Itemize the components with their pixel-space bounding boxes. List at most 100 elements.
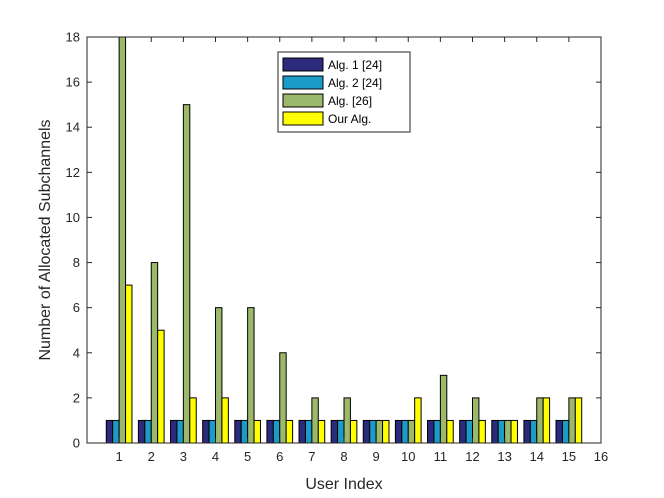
legend-label: Alg. 2 [24] bbox=[328, 76, 382, 90]
bar-3-user-3 bbox=[182, 104, 191, 444]
bar-3-user-5 bbox=[247, 307, 255, 444]
x-tick-label: 3 bbox=[180, 449, 187, 464]
x-axis-label: User Index bbox=[305, 476, 382, 493]
y-tick-label: 16 bbox=[66, 75, 80, 90]
bar-1-user-9 bbox=[362, 419, 371, 444]
bar-4-user-4 bbox=[221, 397, 229, 444]
x-tick-label: 14 bbox=[530, 449, 544, 464]
bars-layer bbox=[105, 36, 583, 444]
bar-2-user-12 bbox=[465, 419, 474, 444]
bar-1-user-5 bbox=[234, 419, 242, 444]
bar-2-user-7 bbox=[304, 419, 313, 444]
x-tick-label: 12 bbox=[465, 449, 479, 464]
x-tick-label: 13 bbox=[497, 449, 511, 464]
bar-4-user-11 bbox=[446, 419, 454, 444]
bar-2-user-4 bbox=[208, 419, 216, 444]
bar-4-user-5 bbox=[253, 419, 261, 444]
x-tick-label: 8 bbox=[340, 449, 347, 464]
bar-4-user-10 bbox=[414, 397, 422, 444]
bar-3-user-4 bbox=[215, 307, 223, 444]
bar-2-user-3 bbox=[176, 419, 184, 444]
x-tick-label: 11 bbox=[434, 449, 448, 464]
bar-4-user-2 bbox=[157, 329, 165, 444]
y-tick-label: 0 bbox=[73, 436, 80, 451]
bar-3-user-8 bbox=[343, 397, 351, 444]
bar-4-user-3 bbox=[189, 397, 197, 444]
bar-1-user-3 bbox=[170, 419, 178, 444]
bar-4-user-12 bbox=[478, 419, 486, 444]
bar-4-user-8 bbox=[349, 419, 358, 444]
y-tick-label: 8 bbox=[73, 255, 80, 270]
bar-1-user-14 bbox=[523, 419, 531, 444]
bar-4-user-6 bbox=[285, 419, 294, 444]
bar-3-user-2 bbox=[150, 262, 159, 444]
legend: Alg. 1 [24] Alg. 2 [24] Alg. [26] Our Alg. bbox=[277, 51, 411, 133]
bar-2-user-5 bbox=[240, 419, 249, 444]
bar-3-user-12 bbox=[472, 397, 480, 444]
bar-1-user-10 bbox=[394, 419, 403, 444]
bar-2-user-10 bbox=[401, 419, 409, 444]
bar-2-user-13 bbox=[497, 419, 506, 444]
bar-1-user-11 bbox=[427, 419, 435, 444]
y-tick-label: 2 bbox=[73, 390, 80, 405]
y-tick-label: 14 bbox=[66, 120, 80, 135]
bar-1-user-6 bbox=[266, 419, 274, 444]
y-axis: 0 2 4 6 8 10 12 14 16 18 bbox=[66, 30, 601, 451]
bar-3-user-14 bbox=[536, 397, 544, 444]
x-tick-label: 9 bbox=[373, 449, 380, 464]
y-axis-label: Number of Allocated Subchannels bbox=[37, 119, 54, 360]
bar-1-user-15 bbox=[555, 419, 563, 444]
x-tick-label: 16 bbox=[594, 449, 608, 464]
bar-3-user-10 bbox=[407, 419, 416, 444]
bar-1-user-12 bbox=[459, 419, 467, 444]
legend-label: Our Alg. bbox=[328, 112, 371, 126]
bar-1-user-8 bbox=[330, 419, 339, 444]
bar-3-user-1 bbox=[118, 36, 127, 444]
bar-4-user-9 bbox=[382, 419, 390, 444]
y-tick-label: 4 bbox=[73, 345, 80, 360]
bar-4-user-15 bbox=[574, 397, 583, 444]
x-tick-label: 4 bbox=[212, 449, 219, 464]
bar-4-user-14 bbox=[542, 397, 551, 444]
bar-3-user-13 bbox=[504, 419, 512, 444]
x-tick-label: 15 bbox=[562, 449, 576, 464]
bar-3-user-15 bbox=[568, 397, 576, 444]
bar-1-user-1 bbox=[105, 419, 114, 444]
x-tick-label: 10 bbox=[401, 449, 415, 464]
legend-swatch bbox=[282, 75, 324, 90]
bar-2-user-9 bbox=[369, 419, 377, 444]
bar-4-user-7 bbox=[317, 419, 326, 444]
bar-1-user-2 bbox=[137, 419, 146, 444]
legend-swatch bbox=[282, 111, 324, 126]
x-axis: 1 2 3 4 5 6 7 8 9 10 11 12 13 14 15 16 bbox=[116, 37, 608, 464]
bar-1-user-7 bbox=[298, 419, 306, 444]
y-tick-label: 18 bbox=[66, 30, 80, 45]
bar-2-user-14 bbox=[529, 419, 538, 444]
bar-2-user-15 bbox=[561, 419, 570, 444]
bar-1-user-13 bbox=[491, 419, 499, 444]
bar-4-user-13 bbox=[510, 419, 518, 444]
y-tick-label: 12 bbox=[66, 165, 80, 180]
bar-3-user-9 bbox=[375, 419, 384, 444]
bar-2-user-6 bbox=[272, 419, 281, 444]
y-tick-label: 6 bbox=[73, 300, 80, 315]
x-tick-label: 1 bbox=[116, 449, 123, 464]
bar-2-user-11 bbox=[433, 419, 441, 444]
bar-3-user-7 bbox=[311, 397, 319, 444]
x-tick-label: 5 bbox=[244, 449, 251, 464]
legend-swatch bbox=[282, 57, 324, 72]
bar-2-user-2 bbox=[144, 419, 152, 444]
legend-label: Alg. 1 [24] bbox=[328, 58, 382, 72]
bar-2-user-1 bbox=[112, 419, 120, 444]
legend-label: Alg. [26] bbox=[328, 94, 372, 108]
x-tick-label: 7 bbox=[308, 449, 315, 464]
x-tick-label: 6 bbox=[276, 449, 283, 464]
legend-swatch bbox=[282, 93, 324, 108]
y-tick-label: 10 bbox=[66, 210, 80, 225]
bar-2-user-8 bbox=[337, 419, 345, 444]
x-tick-label: 2 bbox=[148, 449, 155, 464]
bar-3-user-6 bbox=[279, 352, 287, 444]
bar-1-user-4 bbox=[202, 419, 210, 444]
bar-3-user-11 bbox=[439, 374, 448, 444]
